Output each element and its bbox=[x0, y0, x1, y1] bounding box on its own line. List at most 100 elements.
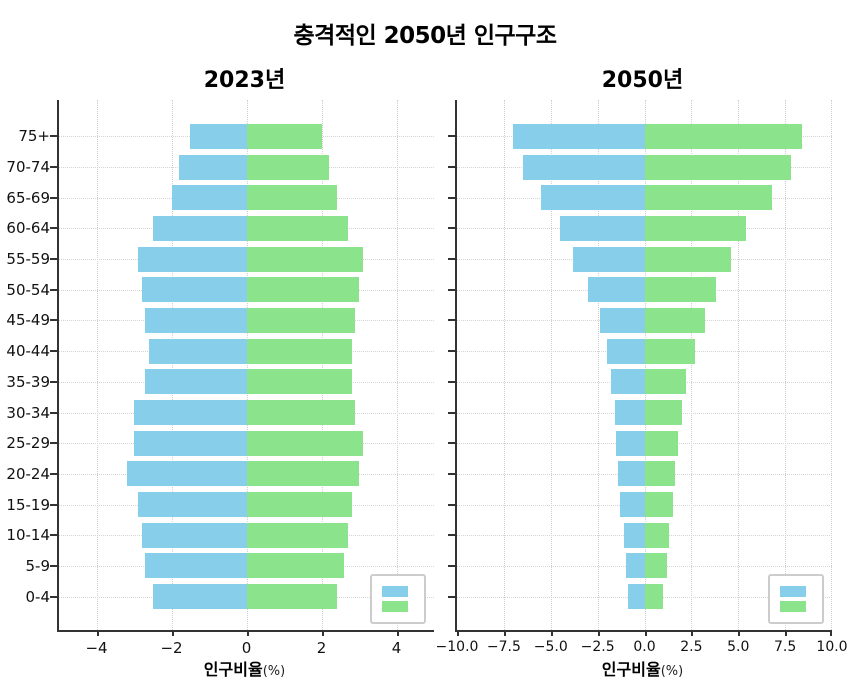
bar-left-30-34 bbox=[614, 400, 645, 426]
y-tick-label: 45-49 bbox=[6, 311, 50, 330]
bar-left-70-74 bbox=[522, 154, 645, 180]
y-tick-label: 65-69 bbox=[6, 188, 50, 207]
y-tick-mark bbox=[448, 595, 455, 598]
bar-right-55-59 bbox=[246, 246, 363, 272]
y-tick-label: 5-9 bbox=[25, 556, 51, 575]
bar-left-25-29 bbox=[616, 430, 645, 456]
bar-left-5-9 bbox=[145, 553, 247, 579]
x-axis-title-2050: 인구비율(%) bbox=[455, 656, 830, 680]
x-tick-label: 2 bbox=[316, 639, 327, 657]
bar-right-35-39 bbox=[644, 369, 686, 395]
bar-left-35-39 bbox=[145, 369, 247, 395]
bar-left-40-44 bbox=[149, 338, 247, 364]
x-tick-mark bbox=[321, 630, 324, 636]
bar-right-25-29 bbox=[246, 430, 363, 456]
x-axis-title-text: 인구비율 bbox=[601, 660, 661, 679]
y-tick-mark bbox=[50, 350, 57, 353]
y-tick-mark bbox=[448, 196, 455, 199]
bar-right-65-69 bbox=[644, 185, 772, 211]
y-tick-mark bbox=[50, 503, 57, 506]
y-tick-mark bbox=[448, 319, 455, 322]
bar-right-5-9 bbox=[246, 553, 344, 579]
x-axis-title-unit: (%) bbox=[262, 664, 286, 679]
bar-left-25-29 bbox=[134, 430, 247, 456]
bar-right-10-14 bbox=[246, 522, 348, 548]
x-tick-label: −2.5 bbox=[580, 639, 615, 655]
bar-right-20-24 bbox=[246, 461, 359, 487]
x-gridline bbox=[597, 100, 599, 630]
y-tick-mark bbox=[50, 595, 57, 598]
y-tick-mark bbox=[448, 564, 455, 567]
x-axis-title-2023: 인구비율(%) bbox=[57, 656, 432, 680]
bar-left-55-59 bbox=[137, 246, 247, 272]
x-axis-title-text: 인구비율 bbox=[203, 660, 263, 679]
y-tick-mark bbox=[448, 258, 455, 261]
y-tick-mark bbox=[50, 135, 57, 138]
x-tick-label: 2.5 bbox=[680, 639, 703, 655]
x-tick-mark bbox=[597, 630, 600, 636]
bar-left-0-4 bbox=[152, 584, 247, 610]
y-tick-label: 60-64 bbox=[6, 219, 50, 238]
bar-left-20-24 bbox=[126, 461, 247, 487]
y-tick-label: 35-39 bbox=[6, 372, 50, 391]
x-tick-mark bbox=[691, 630, 694, 636]
x-tick-label: −4 bbox=[85, 639, 108, 657]
y-tick-label: 15-19 bbox=[6, 495, 50, 514]
y-axis-labels: 75+ 70-74 65-69 60-64 55-59 50-54 45-49 40-44 35… bbox=[0, 100, 50, 630]
legend bbox=[768, 574, 824, 624]
legend-swatch-green bbox=[780, 601, 806, 612]
y-tick-label: 25-29 bbox=[6, 434, 50, 453]
x-tick-mark bbox=[785, 630, 788, 636]
bar-right-15-19 bbox=[246, 492, 352, 518]
y-tick-mark bbox=[448, 288, 455, 291]
y-tick-mark bbox=[50, 411, 57, 414]
x-gridline bbox=[550, 100, 552, 630]
bar-left-50-54 bbox=[588, 277, 645, 303]
x-tick-mark bbox=[644, 630, 647, 636]
bar-left-75+ bbox=[513, 123, 645, 149]
y-tick-label: 40-44 bbox=[6, 342, 50, 361]
y-tick-mark bbox=[50, 380, 57, 383]
bar-right-75+ bbox=[246, 123, 322, 149]
y-tick-mark bbox=[448, 227, 455, 230]
legend-swatch-blue bbox=[382, 586, 408, 597]
bar-right-70-74 bbox=[644, 154, 791, 180]
y-tick-mark bbox=[50, 196, 57, 199]
y-tick-mark bbox=[448, 380, 455, 383]
x-tick-label: −10.0 bbox=[435, 639, 479, 655]
y-tick-mark bbox=[448, 350, 455, 353]
x-tick-mark bbox=[738, 630, 741, 636]
bar-right-40-44 bbox=[644, 338, 696, 364]
x-tick-mark bbox=[457, 630, 459, 636]
x-gridline bbox=[503, 100, 505, 630]
bar-right-15-19 bbox=[644, 492, 673, 518]
y-tick-label: 20-24 bbox=[6, 464, 50, 483]
bar-left-10-14 bbox=[141, 522, 247, 548]
y-tick-mark bbox=[448, 135, 455, 138]
y-tick-mark bbox=[50, 258, 57, 261]
x-gridline bbox=[691, 100, 693, 630]
bar-left-50-54 bbox=[141, 277, 247, 303]
x-gridline bbox=[644, 100, 646, 630]
bar-right-45-49 bbox=[246, 307, 356, 333]
bar-left-60-64 bbox=[152, 215, 247, 241]
bar-right-60-64 bbox=[246, 215, 348, 241]
y-tick-label: 55-59 bbox=[6, 250, 50, 269]
x-tick-mark bbox=[171, 630, 174, 636]
y-tick-mark bbox=[50, 166, 57, 169]
bar-left-5-9 bbox=[625, 553, 645, 579]
x-tick-label: 7.5 bbox=[773, 639, 797, 655]
x-tick-mark bbox=[96, 630, 99, 636]
x-gridline bbox=[246, 100, 248, 630]
bar-right-60-64 bbox=[644, 215, 746, 241]
bar-left-20-24 bbox=[618, 461, 645, 487]
bar-right-65-69 bbox=[246, 185, 337, 211]
y-tick-mark bbox=[50, 534, 57, 537]
chart-title-2023: 2023년 bbox=[203, 68, 286, 93]
legend-swatch-green bbox=[382, 601, 408, 612]
bar-right-20-24 bbox=[644, 461, 675, 487]
y-tick-mark bbox=[50, 564, 57, 567]
x-tick-label: −2 bbox=[160, 639, 183, 657]
bar-left-55-59 bbox=[573, 246, 645, 272]
